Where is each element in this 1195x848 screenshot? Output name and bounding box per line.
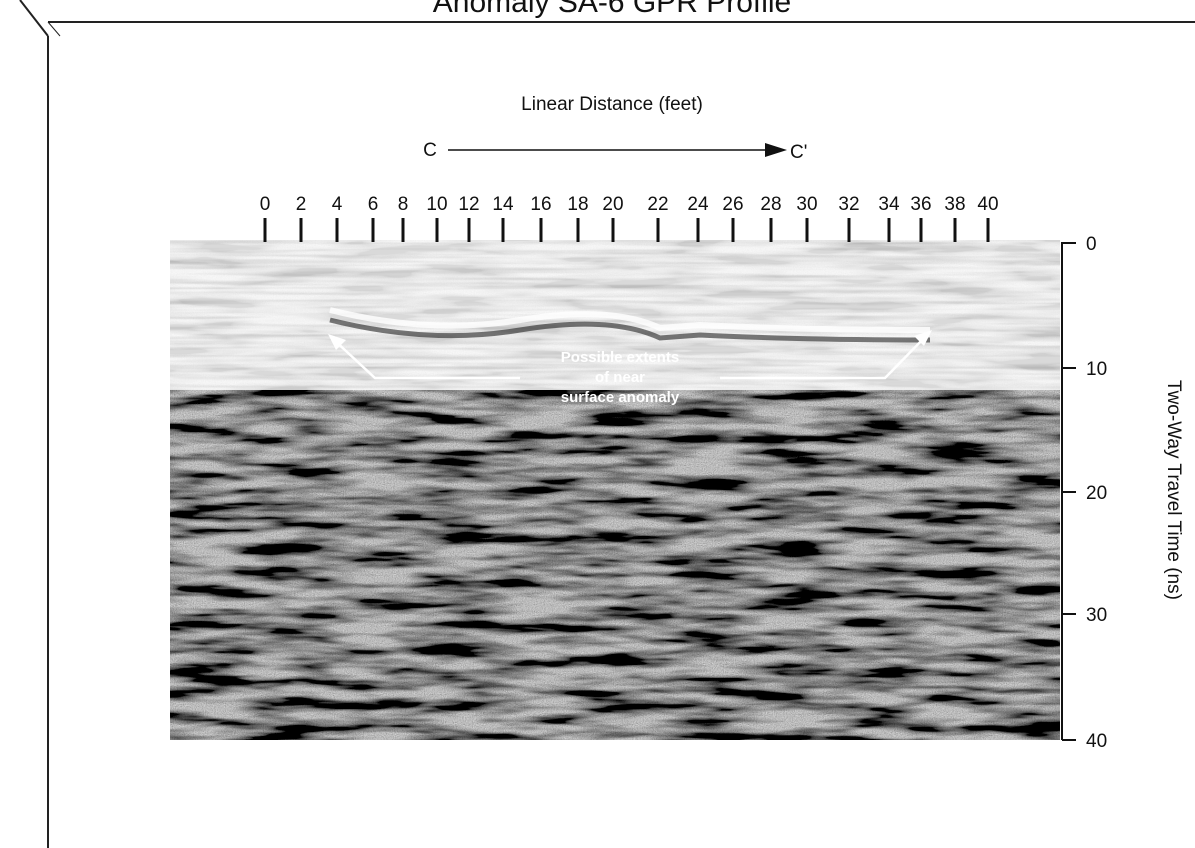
annotation-line: Possible extents (561, 349, 679, 366)
x-tick-label: 34 (878, 194, 900, 215)
title: Anomaly SA-6 GPR Profile (433, 0, 791, 19)
x-tick-label: 30 (796, 194, 817, 215)
section-end: C' (790, 142, 807, 163)
frame (47, 21, 61, 37)
annotation: Possible extents of near surface anomaly (561, 349, 680, 406)
arrow-head (328, 334, 346, 350)
x-tick-label: 10 (426, 194, 447, 215)
section-start: C (423, 140, 437, 161)
x-tick-label: 12 (458, 194, 479, 215)
x-tick-label: 20 (602, 194, 623, 215)
y-tick-label: 30 (1086, 605, 1107, 626)
x-tick-label: 16 (530, 194, 551, 215)
y-axis-label: Two-Way Travel Time (ns) (1163, 380, 1184, 600)
annotation-arrows (331, 333, 929, 380)
y-tick-label: 10 (1086, 359, 1107, 380)
x-tick-label: 2 (296, 194, 307, 215)
x-tick-label: 32 (838, 194, 859, 215)
ticks: 0 2 4 6 8 10 12 14 16 18 20 22 24 26 28 30 32 34 36 38 40010… (260, 194, 1107, 752)
x-axis-label: Linear Distance (feet) (521, 94, 703, 115)
x-tick-label: 28 (760, 194, 781, 215)
x-tick-label: 22 (647, 194, 668, 215)
annotation-line: surface anomaly (561, 389, 680, 406)
y-tick-label: 40 (1086, 731, 1107, 752)
x-tick-label: 38 (944, 194, 965, 215)
reflector (329, 307, 931, 333)
x-tick-label: 18 (567, 194, 588, 215)
arrow-head (765, 143, 787, 157)
x-tick-label: 6 (368, 194, 379, 215)
annotation-line: of near (595, 369, 645, 386)
x-tick-label: 4 (332, 194, 343, 215)
x-tick-label: 8 (398, 194, 409, 215)
frame (19, 0, 49, 37)
x-tick-label: 0 (260, 194, 271, 215)
reflector (329, 317, 931, 343)
arrow-head (914, 330, 932, 346)
x-tick-label: 26 (722, 194, 743, 215)
x-tick-label: 40 (977, 194, 998, 215)
x-tick-label: 36 (910, 194, 931, 215)
x-tick-label: 14 (492, 194, 514, 215)
y-tick-label: 0 (1086, 234, 1097, 255)
y-tick-label: 20 (1086, 483, 1107, 504)
x-tick-label: 24 (687, 194, 709, 215)
